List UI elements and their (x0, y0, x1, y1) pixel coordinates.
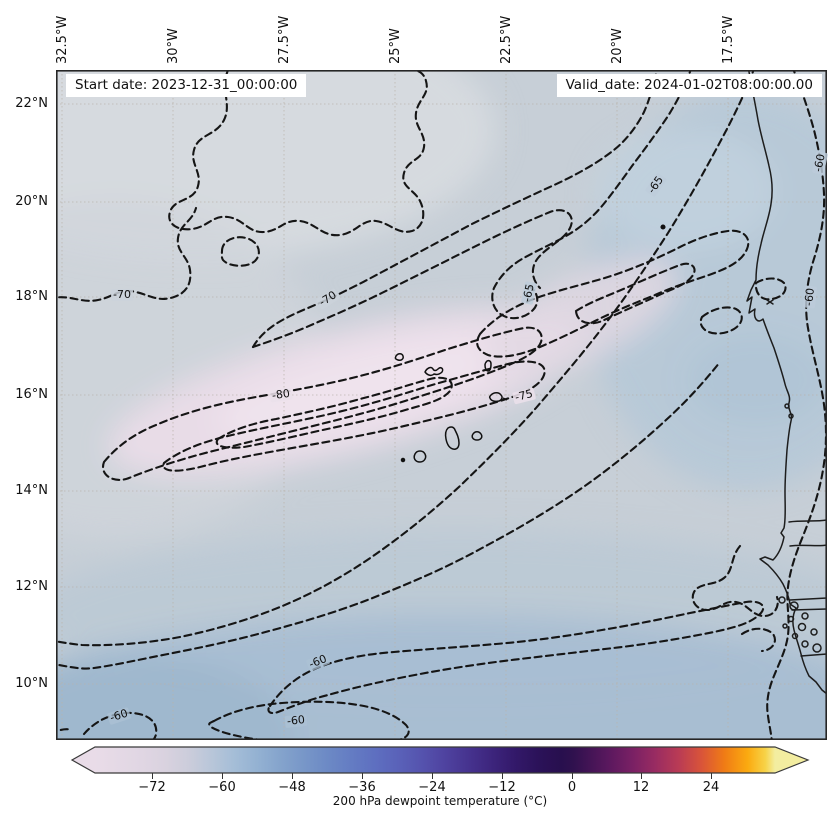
lon-tick-label: 25°W (388, 28, 403, 64)
lon-tick-label: 22.5°W (499, 15, 514, 64)
colorbar-left-arrow (72, 747, 95, 773)
colorbar-tick-mark (711, 773, 712, 779)
colorbar-title: 200 hPa dewpoint temperature (°C) (332, 794, 548, 808)
colorbar-tick-mark (432, 773, 433, 779)
colorbar-outline (70, 746, 810, 774)
coastline (746, 70, 827, 695)
map-plot (56, 70, 827, 740)
colorbar-tick-label: −12 (488, 780, 516, 795)
colorbar-tick-mark (292, 773, 293, 779)
shaded-field (56, 70, 827, 740)
contour-label: -60 (284, 713, 308, 729)
lat-tick-label: 12°N (15, 579, 48, 594)
map-canvas (56, 70, 827, 740)
colorbar-tick-label: 0 (567, 780, 577, 795)
colorbar-tick-label: −72 (138, 780, 166, 795)
colorbar-tick-mark (222, 773, 223, 779)
contour-label: -60 (802, 285, 818, 309)
lat-tick-label: 14°N (15, 483, 48, 498)
lat-tick-label: 18°N (15, 289, 48, 304)
lat-tick-label: 22°N (15, 96, 48, 111)
lon-tick-label: 27.5°W (277, 15, 292, 64)
colorbar-tick-label: −48 (278, 780, 306, 795)
colorbar-tick-label: −60 (208, 780, 236, 795)
lon-tick-label: 30°W (166, 28, 181, 64)
contour-lines (56, 70, 827, 740)
lon-tick-label: 17.5°W (721, 15, 736, 64)
colorbar-right-arrow (775, 747, 808, 773)
lon-tick-label: 20°W (610, 28, 625, 64)
colorbar-gradient (95, 747, 775, 773)
valid-date-label: Valid_date: 2024-01-02T08:00:00.00 (556, 74, 822, 97)
colorbar-tick-mark (362, 773, 363, 779)
lon-tick-label: 32.5°W (55, 15, 70, 64)
colorbar-tick-label: −24 (418, 780, 446, 795)
colorbar-tick-mark (152, 773, 153, 779)
start-date-label: Start date: 2023-12-31_00:00:00 (66, 74, 307, 97)
colorbar-tick-mark (502, 773, 503, 779)
colorbar (70, 746, 810, 774)
colorbar-tick-label: 12 (632, 780, 650, 795)
cape-verde-islands (394, 224, 666, 463)
lat-tick-label: 20°N (15, 194, 48, 209)
colorbar-tick-mark (572, 773, 573, 779)
colorbar-tick-mark (641, 773, 642, 779)
gridlines (56, 70, 827, 740)
colorbar-tick-label: 24 (702, 780, 720, 795)
lat-tick-label: 16°N (15, 387, 48, 402)
map-border (56, 70, 827, 740)
contour-label: -70 (111, 288, 133, 301)
colorbar-tick-label: −36 (348, 780, 376, 795)
lat-tick-label: 10°N (15, 676, 48, 691)
